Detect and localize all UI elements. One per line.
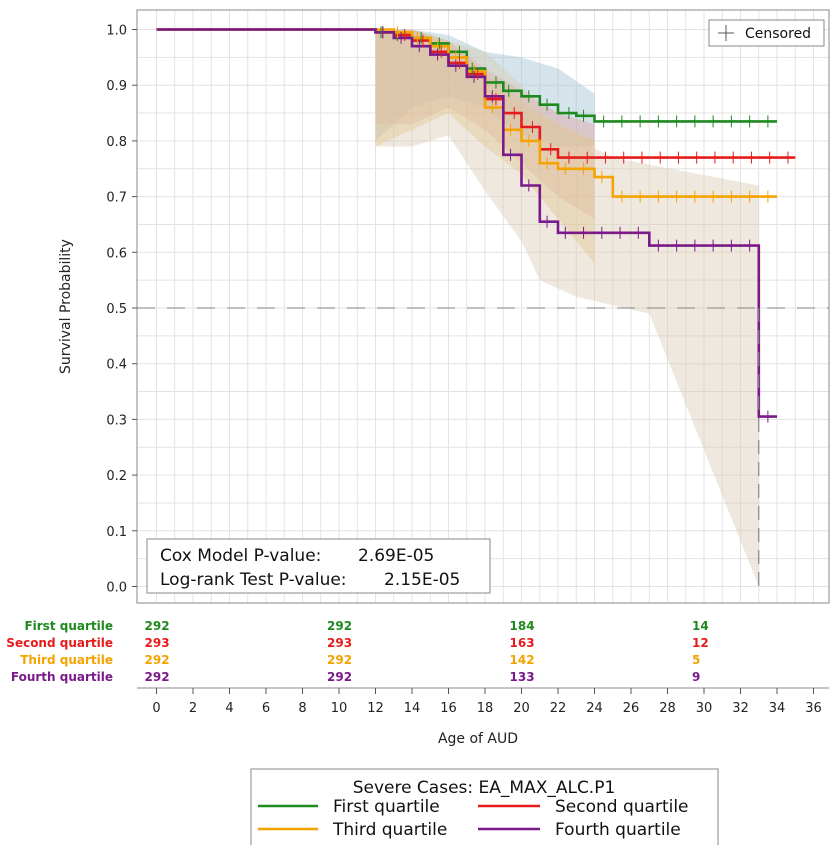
survival-curves (156, 28, 796, 587)
y-tick-label: 0.8 (106, 135, 127, 150)
legend-label: Fourth quartile (555, 820, 681, 840)
survival-curve-4 (156, 28, 777, 418)
at-risk-count: 9 (692, 670, 700, 684)
x-tick-label: 14 (404, 701, 421, 716)
grid (137, 10, 829, 603)
at-risk-row-label: Third quartile (20, 653, 113, 667)
y-tick-label: 0.6 (106, 246, 127, 261)
y-tick-label: 0.4 (106, 358, 127, 373)
ci-band-4 (375, 29, 759, 587)
legend-label: Second quartile (555, 797, 689, 817)
x-tick-label: 30 (696, 701, 713, 716)
at-risk-count: 14 (692, 619, 709, 633)
x-tick-label: 28 (659, 701, 676, 716)
survival-curve-3 (156, 28, 777, 198)
x-tick-label: 12 (367, 701, 384, 716)
cox-pvalue-value: 2.69E-05 (358, 546, 434, 566)
logrank-pvalue-label: Log-rank Test P-value: (160, 570, 347, 590)
y-tick-label: 1.0 (106, 24, 127, 39)
x-tick-label: 10 (331, 701, 348, 716)
at-risk-count: 293 (145, 636, 170, 650)
x-tick-label: 6 (262, 701, 270, 716)
x-tick-label: 16 (440, 701, 457, 716)
cox-pvalue-label: Cox Model P-value: (160, 546, 321, 566)
at-risk-count: 292 (327, 670, 352, 684)
at-risk-count: 292 (145, 653, 170, 667)
y-tick-label: 0.7 (106, 191, 127, 206)
legend-title: Severe Cases: EA_MAX_ALC.P1 (353, 778, 616, 798)
x-axis-title: Age of AUD (438, 731, 518, 747)
y-tick-label: 0.1 (106, 525, 127, 540)
x-tick-label: 22 (550, 701, 567, 716)
y-axis-title: Survival Probability (58, 239, 74, 374)
plot-frame (136, 9, 830, 604)
x-tick-label: 20 (513, 701, 530, 716)
x-tick-label: 18 (477, 701, 494, 716)
y-tick-label: 0.0 (106, 581, 127, 596)
y-tick-label: 0.3 (106, 413, 127, 428)
at-risk-count: 5 (692, 653, 700, 667)
legend-entry: First quartile (258, 797, 440, 817)
x-tick-label: 34 (769, 701, 786, 716)
legend-entry: Second quartile (478, 797, 689, 817)
y-tick-label: 0.2 (106, 469, 127, 484)
ci-band-3 (375, 29, 595, 264)
at-risk-count: 292 (327, 653, 352, 667)
x-tick-label: 32 (732, 701, 749, 716)
at-risk-table: First quartile 292 292 184 14 Second quartile… (6, 619, 708, 684)
series-legend: Severe Cases: EA_MAX_ALC.P1 First quarti… (250, 768, 719, 845)
x-tick-label: 8 (298, 701, 306, 716)
legend-entry: Fourth quartile (478, 820, 681, 840)
stats-box: Cox Model P-value: 2.69E-05 Log-rank Tes… (146, 538, 491, 594)
x-tick-label: 4 (225, 701, 233, 716)
at-risk-count: 12 (692, 636, 709, 650)
censored-legend-label: Censored (745, 26, 811, 42)
legend-label: First quartile (333, 797, 440, 817)
at-risk-count: 133 (510, 670, 535, 684)
at-risk-count: 163 (510, 636, 535, 650)
y-tick-label: 0.9 (106, 79, 127, 94)
x-tick-label: 24 (586, 701, 603, 716)
legend-label: Third quartile (332, 820, 447, 840)
y-tick-label: 0.5 (106, 302, 127, 317)
legend-entry: Third quartile (258, 820, 447, 840)
at-risk-count: 184 (510, 619, 535, 633)
y-axis-ticks: 0.0 0.1 0.2 0.3 0.4 0.5 0.6 0.7 0.8 0.9 1.0 (106, 24, 137, 596)
censored-legend: Censored (708, 19, 825, 47)
x-tick-label: 36 (805, 701, 822, 716)
at-risk-count: 292 (327, 619, 352, 633)
x-tick-label: 0 (152, 701, 160, 716)
censor-marks (380, 26, 789, 423)
ci-band-2 (375, 29, 595, 219)
x-tick-label: 2 (189, 701, 197, 716)
x-tick-label: 26 (623, 701, 640, 716)
at-risk-count: 142 (510, 653, 535, 667)
at-risk-count: 293 (327, 636, 352, 650)
at-risk-count: 292 (145, 619, 170, 633)
at-risk-row-label: Fourth quartile (11, 670, 113, 684)
at-risk-row-label: Second quartile (6, 636, 113, 650)
x-axis-ticks: 0 2 4 6 8 10 12 14 16 18 20 22 24 26 28 30 32 34 36 (152, 688, 822, 716)
logrank-pvalue-value: 2.15E-05 (384, 570, 460, 590)
at-risk-count: 292 (145, 670, 170, 684)
at-risk-row-label: First quartile (24, 619, 113, 633)
